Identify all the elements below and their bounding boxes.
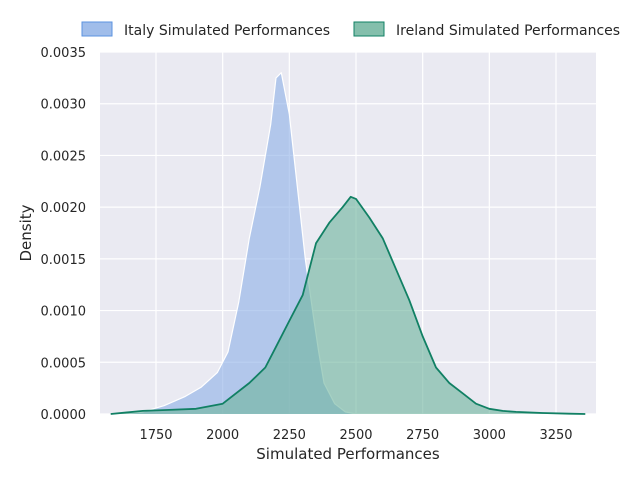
series-1-area [110, 196, 586, 414]
legend-label-0: Italy Simulated Performances [124, 23, 330, 39]
x-tick-label: 3250 [539, 428, 572, 443]
y-tick-label: 0.0020 [41, 201, 87, 216]
y-tick-label: 0.0000 [41, 408, 87, 423]
y-axis-label: Density [17, 204, 35, 261]
legend-label-1: Ireland Simulated Performances [396, 23, 620, 39]
x-tick-label: 1750 [139, 428, 172, 443]
y-tick-label: 0.0005 [41, 356, 87, 371]
legend-swatch-1 [353, 21, 385, 37]
legend-swatch-0 [81, 21, 113, 37]
tick-labels: 1750 2000 2250 2500 2750 3000 3250 0.0000 0.0005… [41, 46, 573, 443]
y-tick-label: 0.0010 [41, 305, 87, 320]
x-tick-label: 2750 [406, 428, 439, 443]
y-tick-label: 0.0035 [41, 46, 87, 61]
y-tick-label: 0.0015 [41, 253, 87, 268]
x-tick-label: 2000 [206, 428, 239, 443]
x-axis-label: Simulated Performances [256, 445, 440, 463]
series-0-area [121, 72, 389, 414]
x-tick-label: 2500 [339, 428, 372, 443]
x-tick-label: 2250 [273, 428, 306, 443]
legend: Italy Simulated Performances Ireland Simu… [81, 21, 620, 39]
series-1-line [110, 195, 586, 415]
y-tick-label: 0.0030 [41, 98, 87, 113]
series-layer [110, 72, 586, 415]
x-tick-label: 3000 [473, 428, 506, 443]
y-tick-label: 0.0025 [41, 149, 87, 164]
